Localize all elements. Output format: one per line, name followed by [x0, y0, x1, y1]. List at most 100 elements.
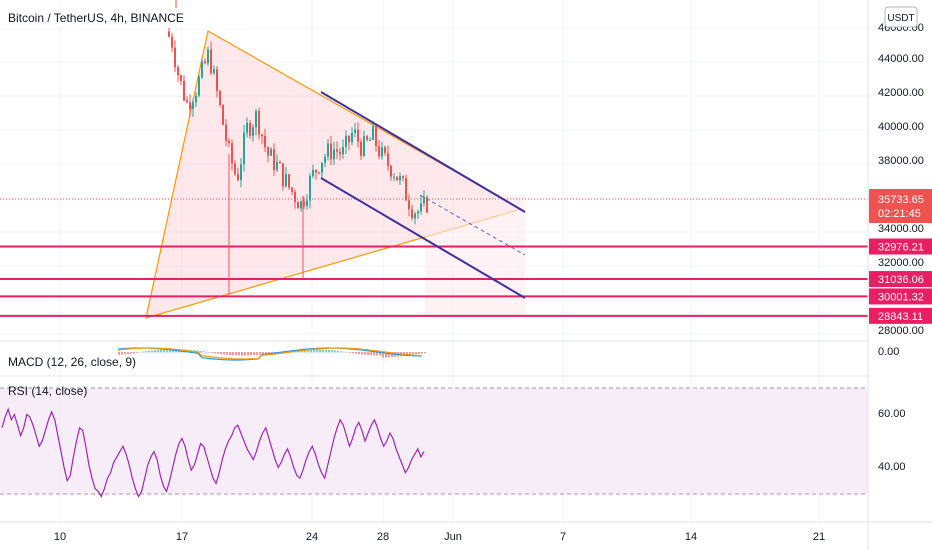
macd-histogram-bar	[340, 351, 342, 353]
candle-body	[300, 201, 302, 209]
candle-body	[339, 151, 341, 155]
symbol-title[interactable]: Bitcoin / TetherUS, 4h, BINANCE	[8, 11, 184, 25]
candle-body	[219, 91, 221, 105]
price-tick: 28000.00	[878, 325, 924, 337]
rsi-line	[1, 407, 425, 498]
candlesticks	[168, 0, 428, 295]
candle-body	[195, 95, 197, 103]
candle-body	[381, 147, 383, 157]
candle-body	[354, 129, 356, 133]
channel-lower-line[interactable]	[320, 177, 526, 299]
macd-histogram-bar	[424, 352, 426, 354]
macd-histogram-bar	[202, 351, 204, 353]
macd-histogram-bar	[382, 352, 384, 358]
candle-body	[210, 49, 212, 74]
macd-histogram-bar	[349, 352, 351, 353]
time-tick: 14	[685, 531, 697, 543]
macd-histogram-bar	[265, 352, 267, 354]
candle-body	[312, 169, 314, 176]
macd-histogram-bar	[409, 352, 411, 356]
macd-histogram-bar	[385, 352, 387, 358]
price-tick: 38000.00	[878, 155, 924, 167]
macd-histogram-bar	[235, 352, 237, 356]
candle-body	[258, 111, 260, 135]
candle-body	[306, 200, 308, 206]
macd-histogram-bar	[250, 352, 252, 356]
macd-histogram-bar	[373, 352, 375, 356]
level-tag-value: 31036.06	[878, 274, 924, 286]
candle-body	[267, 147, 269, 156]
macd-histogram-bar	[133, 352, 135, 354]
candle-body	[324, 156, 326, 163]
macd-line	[117, 347, 423, 361]
candle-body	[426, 197, 428, 213]
candle-body	[318, 172, 320, 174]
candle-body	[294, 191, 296, 203]
time-tick: 24	[306, 531, 318, 543]
macd-histogram-bar	[337, 350, 339, 353]
macd-label[interactable]: MACD (12, 26, close, 9)	[8, 355, 136, 369]
candle-body	[189, 102, 191, 110]
price-tick: 40000.00	[878, 121, 924, 133]
candle-body	[273, 149, 275, 171]
channel-upper-line[interactable]	[320, 91, 526, 213]
macd-histogram-bar	[376, 352, 378, 356]
candle-body	[348, 135, 350, 143]
candle-body	[303, 201, 305, 206]
time-tick: Jun	[444, 531, 462, 543]
macd-histogram-bar	[325, 349, 327, 353]
candle-body	[420, 203, 422, 212]
horizontal-levels[interactable]	[0, 245, 868, 317]
macd-histogram-bar	[226, 352, 228, 355]
candle-body	[270, 149, 272, 156]
macd-signal-line	[117, 347, 423, 360]
candle-body	[225, 124, 227, 141]
candle-body	[207, 49, 209, 64]
candle-body	[234, 163, 236, 174]
title-background	[0, 8, 250, 28]
candle-body	[336, 149, 338, 152]
candle-body	[171, 36, 173, 48]
macd-histogram-bar	[220, 352, 222, 355]
macd-histogram-bar	[379, 352, 381, 356]
candle-body	[309, 175, 311, 201]
currency-button[interactable]	[884, 6, 918, 28]
macd-histogram-bar	[316, 349, 318, 353]
candle-body	[222, 104, 224, 125]
candle-body	[342, 147, 344, 155]
macd-histogram-bar	[238, 352, 240, 356]
candle-body	[201, 61, 203, 78]
candle-body	[345, 135, 347, 148]
candle-body	[252, 127, 254, 136]
time-axis[interactable]: 10 17 24 28 Jun 7 14 21	[54, 531, 825, 543]
macd-histogram-bar	[406, 352, 408, 356]
time-tick: 7	[560, 531, 566, 543]
macd-histogram-bar	[304, 349, 306, 353]
candle-body	[177, 67, 179, 76]
candle-body	[372, 126, 374, 140]
macd-histogram-bar	[223, 352, 225, 355]
macd-histogram-bar	[310, 349, 312, 353]
macd-histogram-bar	[139, 351, 141, 353]
macd-histogram-bar	[118, 352, 120, 355]
macd-histogram-bar	[124, 352, 126, 355]
bar-countdown: 02:21:45	[878, 208, 921, 220]
macd-histogram-bar	[361, 352, 363, 355]
price-tick: 34000.00	[878, 223, 924, 235]
macd-zero-tick: 0.00	[878, 346, 899, 358]
macd-histogram-bar	[352, 352, 354, 354]
macd-histogram-bar	[142, 351, 144, 353]
candle-body	[414, 213, 416, 219]
macd-histogram-bar	[154, 350, 156, 353]
candle-body	[393, 176, 395, 178]
time-tick: 28	[377, 531, 389, 543]
candle-body	[330, 143, 332, 160]
candle-body	[246, 122, 248, 133]
time-tick: 10	[54, 531, 66, 543]
candle-body	[321, 162, 323, 173]
candle-body	[174, 47, 176, 68]
rsi-label[interactable]: RSI (14, close)	[8, 384, 87, 398]
candle-body	[333, 149, 335, 160]
macd-histogram-bar	[172, 349, 174, 353]
